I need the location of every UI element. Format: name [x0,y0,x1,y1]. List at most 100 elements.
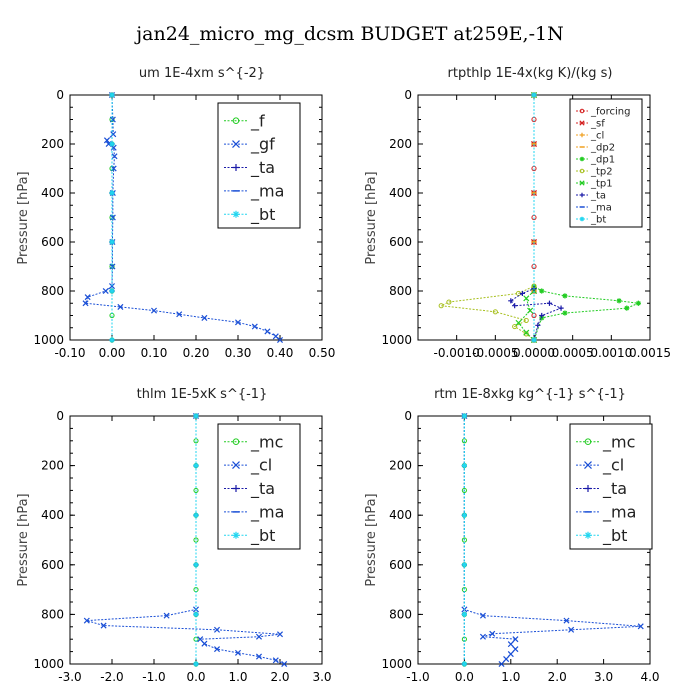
marker-star [193,611,199,617]
legend: _f _gf _ta _ma _bt [217,102,301,229]
figure-title: jan24_micro_mg_dcsm BUDGET at259E,-1N [134,23,563,45]
legend-box [569,98,643,228]
y-axis-label: Pressure [hPa] [16,493,31,586]
y-tick-label: 400 [389,186,412,200]
series-line [533,95,641,341]
x-tick-label: -0.0010 [434,346,480,360]
y-tick-label: 0 [404,88,412,102]
marker-x [272,657,279,664]
x-tick-label: -0.0005 [472,346,518,360]
x-tick-label: 1.0 [228,670,247,684]
y-tick-label: 800 [389,607,412,621]
x-tick-label: -2.0 [100,670,123,684]
y-tick-label: 400 [41,508,64,522]
marker-star [193,661,199,667]
marker-star [109,239,115,245]
panel-title: rtpthlp 1E-4x(kg K)/(kg s) [448,66,613,81]
legend-label: _mc [602,432,635,452]
marker-x [234,319,242,326]
marker-star [109,337,115,343]
legend-label: _ma [590,203,612,214]
marker-x [503,656,510,663]
marker-circle [232,117,240,124]
marker-x [109,116,116,123]
x-tick-label: -0.10 [54,346,85,360]
legend-label: _sf [590,119,605,130]
legend-label: _dp2 [590,143,615,154]
marker-plus [579,132,585,138]
marker-x [213,626,221,633]
x-tick-label: 0.0 [186,670,205,684]
marker-x [637,623,644,630]
y-tick-label: 200 [41,137,64,151]
panel-rtpthlp: rtpthlp 1E-4x(kg K)/(kg s) Pressure [hPa… [364,66,671,360]
legend-label: _ta [250,479,275,499]
marker-x [512,636,519,643]
y-tick-label: 1000 [381,657,412,671]
marker-star [232,210,240,218]
marker-x [579,120,585,126]
marker-x [84,294,91,301]
marker-x [498,660,505,668]
x-tick-label: 0.10 [141,346,168,360]
marker-plus [232,164,240,171]
y-tick-label: 600 [389,558,412,572]
marker-x [584,461,592,470]
x-tick-label: 4.0 [640,670,659,684]
y-axis-label: Pressure [hPa] [16,171,31,264]
legend: _forcing_sf_cl_dp2_dp1_tp2_tp1_ta_ma_bt [569,98,643,228]
marker-x [276,631,284,638]
marker-star [109,92,115,98]
marker-star [461,562,467,568]
y-tick-label: 1000 [33,333,64,347]
y-tick-label: 600 [41,558,64,572]
marker-circle [579,168,585,174]
x-tick-label: -1.0 [406,670,429,684]
marker-plus [539,312,545,319]
x-tick-label: 0.00 [99,346,126,360]
x-tick-label: -3.0 [58,670,81,684]
legend-label: _bt [250,205,275,225]
legend-label: _ma [250,182,284,202]
y-tick-label: 800 [41,284,64,298]
legend-box [569,423,653,550]
y-tick-label: 200 [41,459,64,473]
marker-plus [579,192,585,198]
marker-circle [512,323,518,330]
legend-label: _mc [250,432,283,452]
marker-star [109,288,115,294]
legend-label: _ma [602,503,636,523]
marker-x [82,300,89,307]
y-tick-label: 400 [41,186,64,200]
marker-x [108,283,116,290]
marker-x [276,336,284,344]
marker-star [193,463,199,469]
marker-star [539,288,545,294]
series-bt [193,413,199,667]
marker-star [616,298,622,304]
marker-x [83,617,90,624]
y-tick-label: 800 [41,607,64,621]
marker-star [635,300,641,306]
legend: _mc _cl _ta _ma _bt [569,423,653,550]
marker-x [111,153,118,160]
marker-circle [579,108,585,114]
legend-label: _ta [602,479,627,499]
legend-label: _ma [250,503,284,523]
marker-x [201,640,208,647]
y-axis-label: Pressure [hPa] [364,171,379,264]
marker-x [100,622,107,629]
y-axis-label: Pressure [hPa] [364,493,379,586]
marker-star [579,216,585,222]
marker-x [264,328,271,335]
marker-star [562,310,568,316]
marker-x [527,307,534,314]
marker-circle [492,309,498,315]
marker-x [150,307,158,314]
series-bt [461,413,467,667]
marker-x [201,314,208,321]
legend-label: _bt [250,526,275,546]
marker-star [193,512,199,518]
marker-x [563,617,570,624]
